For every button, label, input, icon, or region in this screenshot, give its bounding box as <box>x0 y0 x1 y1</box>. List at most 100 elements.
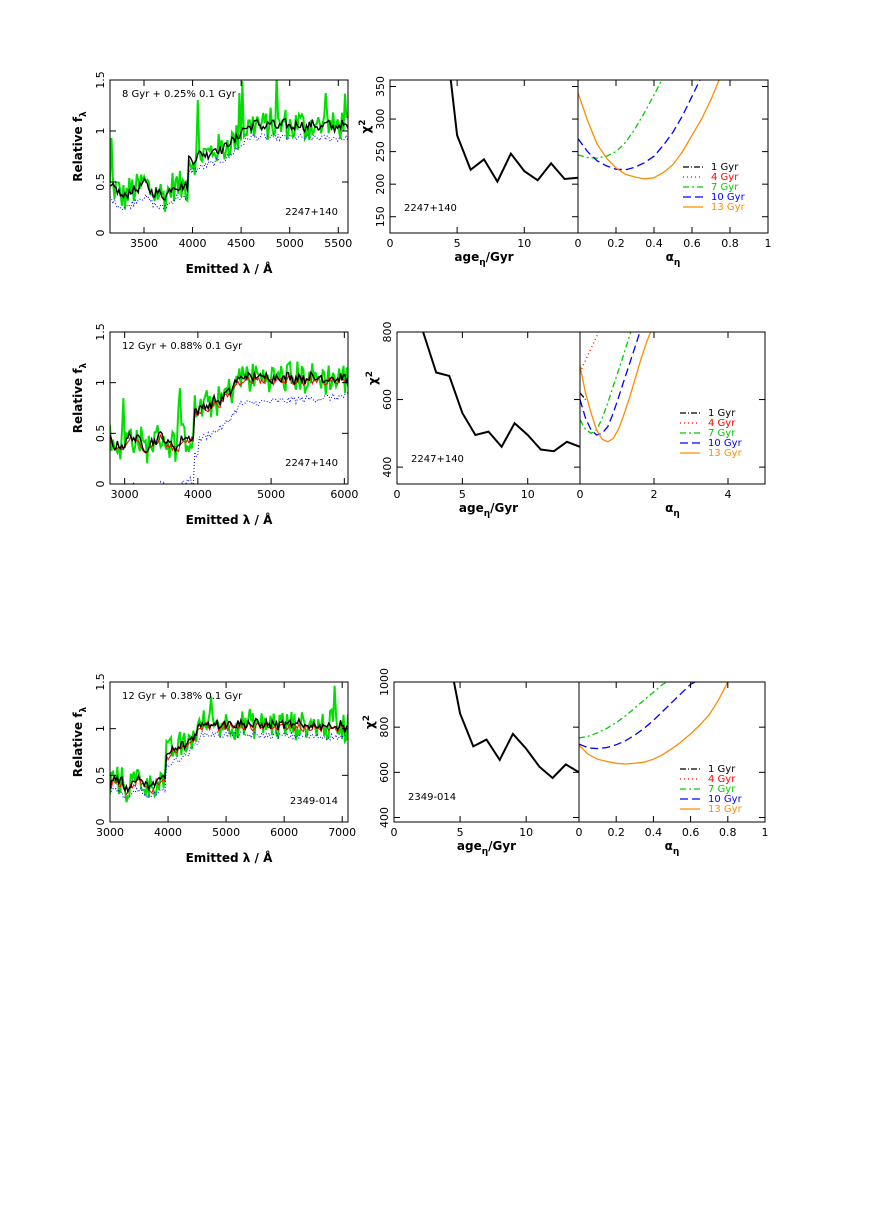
x-tick-label: 5 <box>457 826 464 839</box>
legend-label: 10 Gyr <box>711 192 746 203</box>
legend-label: 4 Gyr <box>711 172 739 183</box>
legend-label: 1 Gyr <box>708 408 736 419</box>
spectrum-series <box>110 685 348 803</box>
y-tick-label: 250 <box>374 141 387 162</box>
y-tick-label: 1.5 <box>94 323 107 341</box>
chi2-alpha-line-13-gyr <box>580 332 652 443</box>
x-tick-label: 0 <box>394 488 401 501</box>
legend-label: 7 Gyr <box>711 182 739 193</box>
chi2-alpha-line-10-gyr <box>578 80 701 171</box>
x-tick-label: 2 <box>651 488 658 501</box>
x-tick-label: 4500 <box>227 237 255 250</box>
spectrum-panel: 3000 4000 5000 6000 7000 0 0.5 1 1.5 12 Gyr + 0.3… <box>71 673 356 865</box>
observed-spectrum-line <box>110 685 348 803</box>
x-tick-label: 4000 <box>154 826 182 839</box>
x-tick-label: 0.2 <box>607 237 625 250</box>
x-tick-label: 0 <box>575 237 582 250</box>
legend-label: 7 Gyr <box>708 428 736 439</box>
chi2-vs-age-line <box>449 80 578 184</box>
x-axis-label: αη <box>665 501 680 519</box>
x-axis-label: Emitted λ / Å <box>186 850 274 865</box>
x-tick-label: 4 <box>725 488 732 501</box>
x-tick-label: 1 <box>762 826 769 839</box>
x-tick-label: 5500 <box>324 237 352 250</box>
x-tick-label: 0 <box>387 237 394 250</box>
y-axis-label: Relative fλ <box>71 111 89 182</box>
chi2-age-panel: 0 5 10 400 600 800 1000 2349-014 ageη/Gyr χ2 <box>362 668 580 857</box>
y-tick-label: 0 <box>94 481 107 488</box>
axes-frame <box>578 681 766 823</box>
object-label: 2247+140 <box>285 458 338 469</box>
x-tick-label: 5000 <box>212 826 240 839</box>
y-axis-label: χ2 <box>358 119 373 133</box>
chi2-alpha-line-13-gyr <box>579 682 729 765</box>
legend-label: 13 Gyr <box>708 804 743 815</box>
axes-frame <box>579 331 766 485</box>
x-tick-label: 10 <box>521 488 535 501</box>
object-label: 2349-014 <box>408 792 456 803</box>
object-label: 2247+140 <box>411 454 464 465</box>
legend-label: 13 Gyr <box>708 448 743 459</box>
x-tick-label: 0.4 <box>645 237 663 250</box>
y-tick-label: 600 <box>378 762 391 783</box>
x-tick-label: 10 <box>519 826 533 839</box>
x-tick-label: 0.6 <box>682 826 700 839</box>
old-component-dotted-line <box>130 392 348 484</box>
chi2-alpha-line-1-gyr <box>580 392 587 401</box>
axes-frame <box>577 79 769 234</box>
best-fit-model-line <box>110 118 348 201</box>
y-tick-label: 1.5 <box>94 673 107 691</box>
axes-frame <box>109 681 349 823</box>
y-tick-label: 1 <box>94 725 107 732</box>
x-tick-label: 5 <box>459 488 466 501</box>
chi2-alpha-line-7-gyr <box>580 332 632 435</box>
x-axis-label: Emitted λ / Å <box>186 261 274 276</box>
x-tick-label: 0 <box>391 826 398 839</box>
object-label: 2349-014 <box>290 796 338 807</box>
chi2-age-series <box>449 80 578 184</box>
x-tick-label: 5000 <box>257 488 285 501</box>
x-axis-label: ageη/Gyr <box>454 250 513 268</box>
spectrum-series <box>110 80 348 212</box>
y-tick-label: 0 <box>94 230 107 237</box>
spectrum-annotation: 12 Gyr + 0.88% 0.1 Gyr <box>122 341 243 352</box>
chi2-alpha-line-10-gyr <box>580 332 641 436</box>
old-component-dotted-line <box>110 133 348 211</box>
best-fit-model-line <box>110 716 348 794</box>
chi2-vs-age-line <box>422 332 580 453</box>
y-tick-label: 400 <box>381 457 394 478</box>
y-tick-label: 1000 <box>378 668 391 696</box>
spectrum-panel: 3000 4000 5000 6000 0 0.5 1 1.5 12 Gyr + 0.88% 0… <box>71 323 358 527</box>
spectrum-annotation: 8 Gyr + 0.25% 0.1 Gyr <box>122 89 237 100</box>
x-tick-label: 5 <box>454 237 461 250</box>
x-tick-label: 1 <box>765 237 772 250</box>
chi2-alpha-line-10-gyr <box>579 682 697 750</box>
chi2-vs-age-line <box>452 682 579 780</box>
x-tick-label: 6000 <box>270 826 298 839</box>
x-axis-label: ageη/Gyr <box>457 839 516 857</box>
y-tick-label: 0 <box>94 819 107 826</box>
legend-label: 10 Gyr <box>708 438 743 449</box>
chi2-age-panel: 0 5 10 150 200 250 300 350 2247+140 ageη/Gyr χ2 <box>358 76 579 268</box>
object-label: 2247+140 <box>404 203 457 214</box>
y-tick-label: 1.5 <box>94 71 107 89</box>
x-tick-label: 3000 <box>111 488 139 501</box>
chi2-alpha-line-4-gyr <box>580 332 600 373</box>
chi2-age-series <box>422 332 580 453</box>
legend-label: 13 Gyr <box>711 202 746 213</box>
y-tick-label: 0.5 <box>94 425 107 443</box>
legend-label: 1 Gyr <box>711 162 739 173</box>
axes-frame <box>109 331 349 485</box>
x-tick-label: 3000 <box>96 826 124 839</box>
y-tick-label: 800 <box>378 717 391 738</box>
best-fit-model-line <box>110 370 348 454</box>
chi2-alpha-line-13-gyr <box>578 80 720 180</box>
chi2-age-series <box>452 682 579 780</box>
y-tick-label: 0.5 <box>94 767 107 785</box>
x-tick-label: 4000 <box>184 488 212 501</box>
